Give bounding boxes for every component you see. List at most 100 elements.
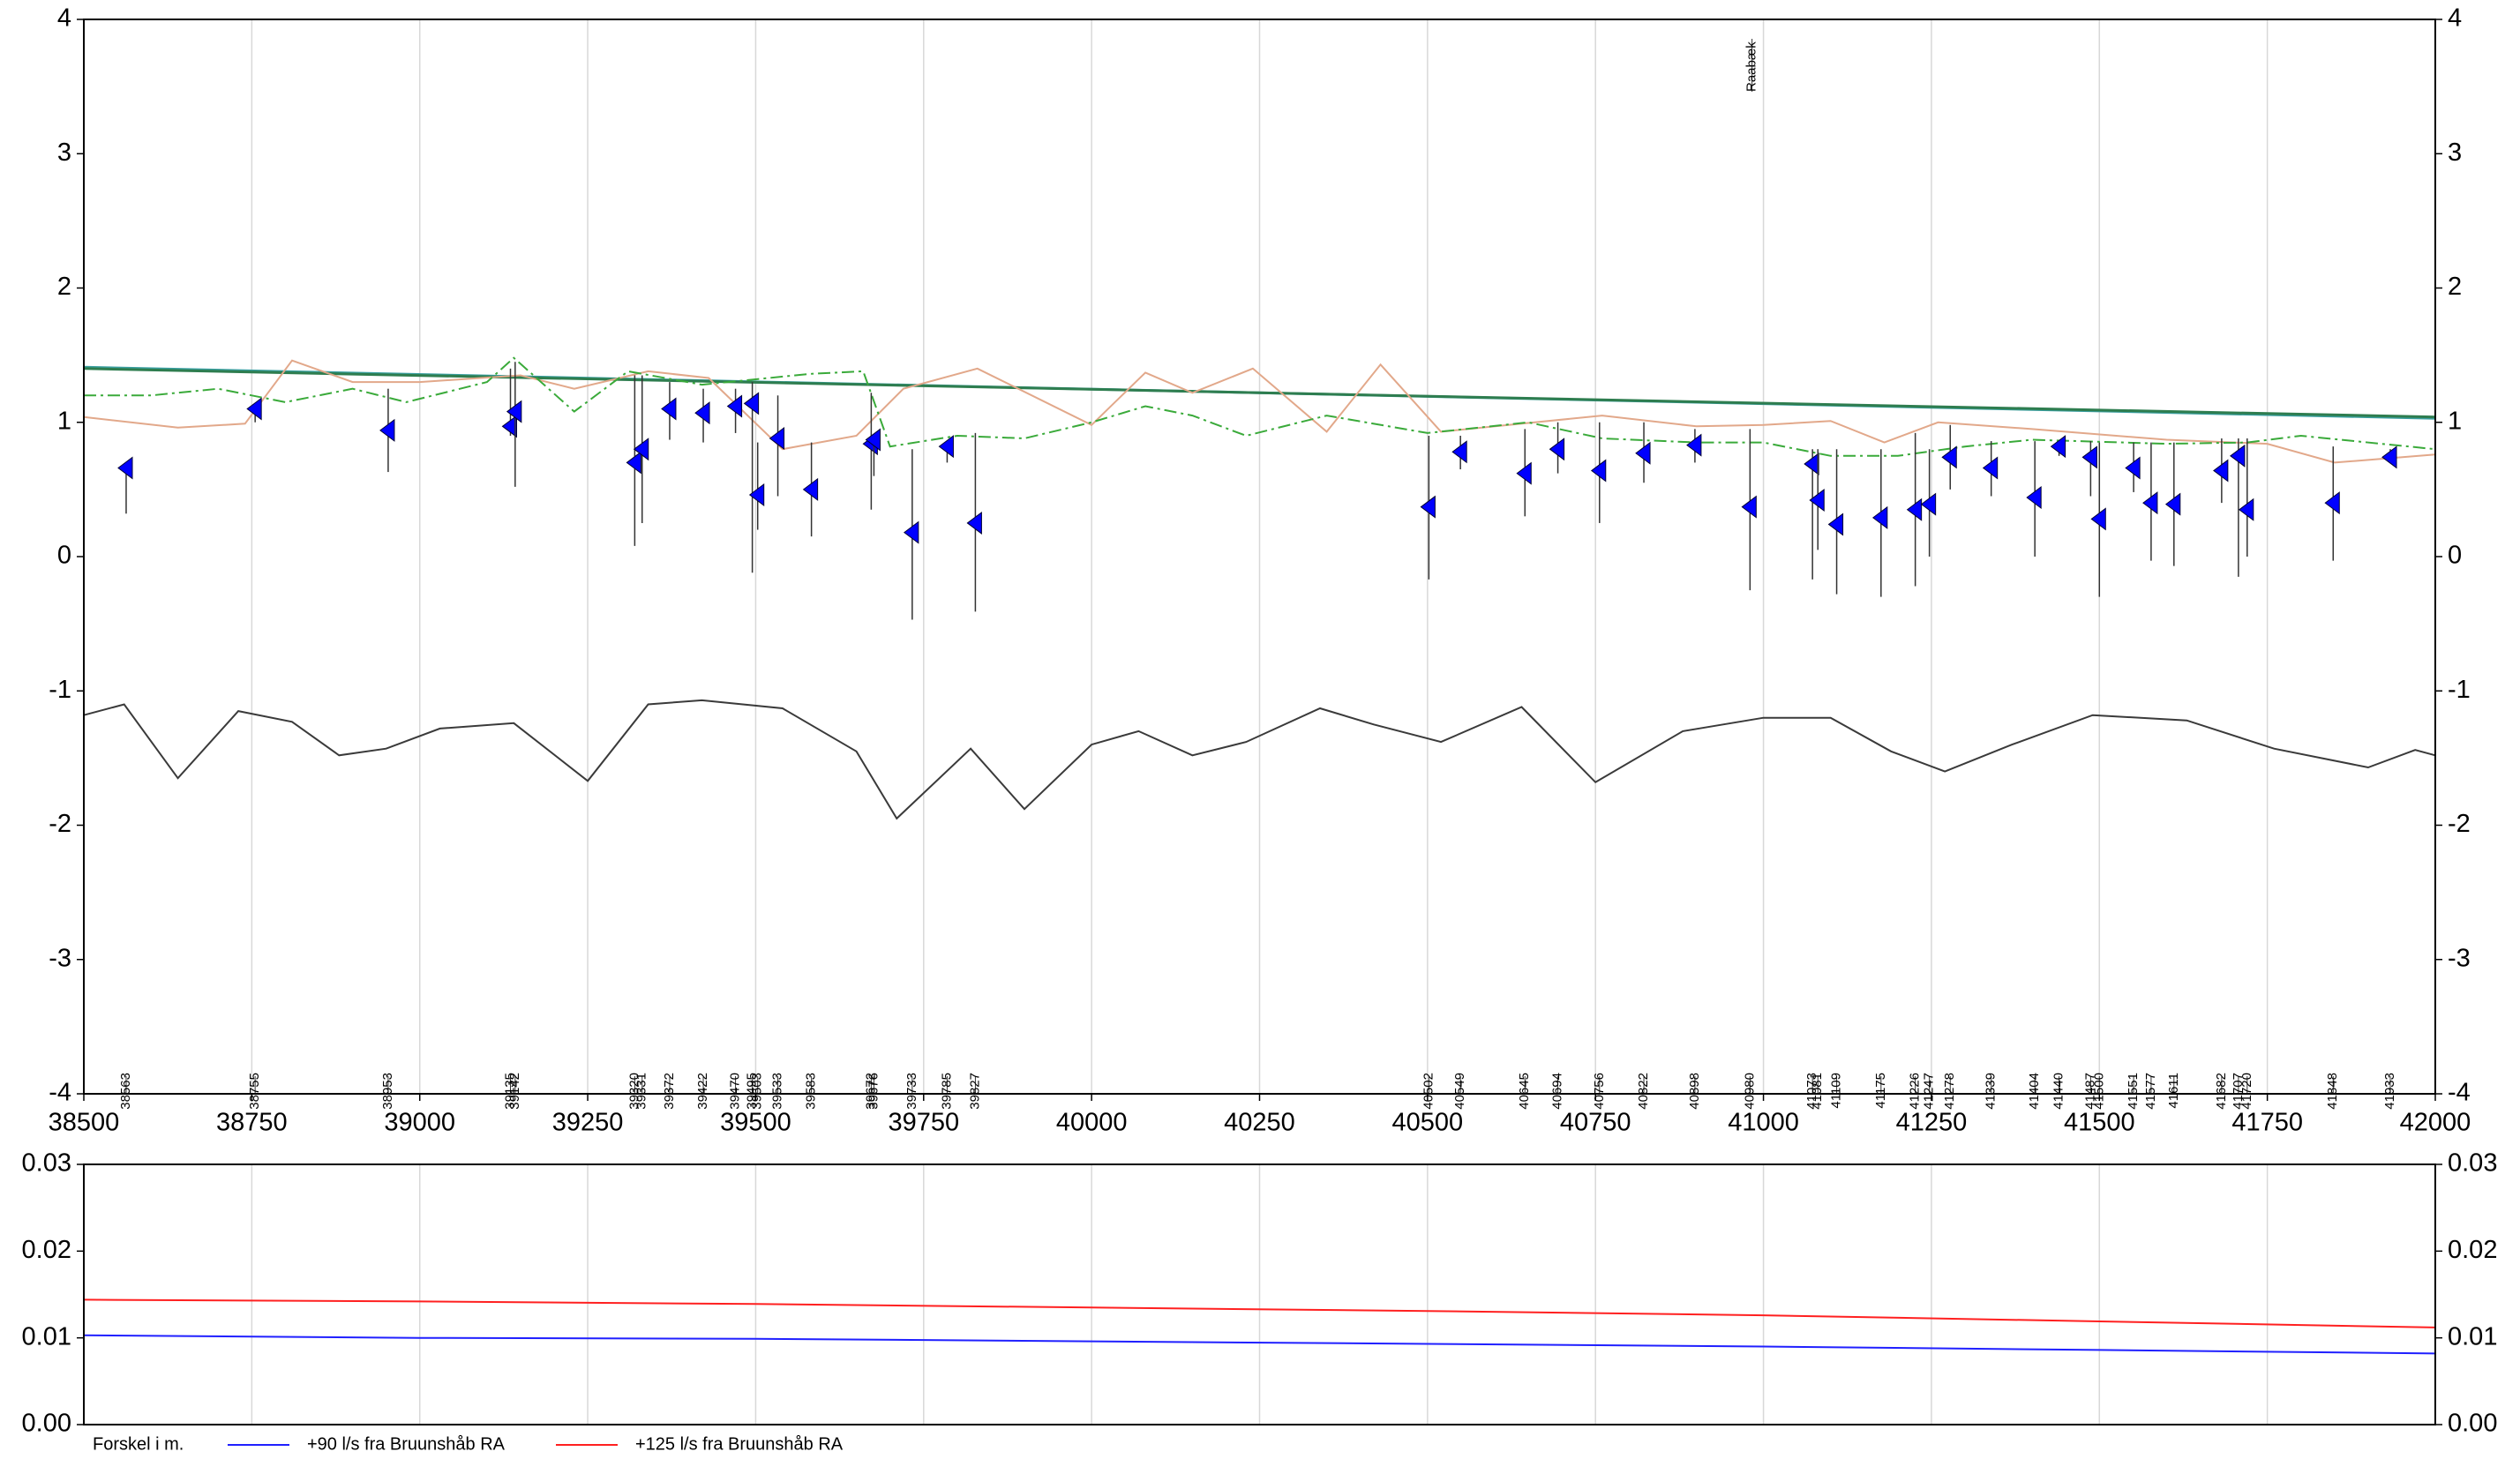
station-label: 39733 [904, 1073, 919, 1110]
y-tick-label: 0.00 [22, 1410, 71, 1438]
station-flag [1941, 445, 1957, 469]
y-tick-label: -1 [49, 676, 71, 704]
station-label: 41339 [1984, 1073, 1999, 1110]
y-tick-label: -4 [49, 1079, 71, 1107]
station-flag [626, 451, 641, 475]
station-label: 40694 [1550, 1073, 1565, 1110]
y-tick-label-right: 0 [2448, 542, 2462, 570]
y-tick-label-right: -4 [2448, 1079, 2471, 1107]
station-flag [2164, 492, 2181, 516]
station-flag [506, 400, 522, 423]
x-tick-label: 42000 [2400, 1109, 2471, 1137]
station-flag [246, 397, 262, 421]
station-label: 39583 [804, 1073, 819, 1110]
station-flag [1871, 505, 1888, 529]
x-tick-label: 40750 [1560, 1109, 1631, 1137]
y-tick-label: 3 [57, 138, 71, 167]
station-label: 41109 [1829, 1073, 1844, 1109]
station-label: 38953 [380, 1073, 395, 1110]
station-flag [2026, 486, 2042, 510]
series-line [84, 356, 2436, 457]
station-label: 41707 [2231, 1073, 2246, 1110]
y-tick-label: 0.02 [22, 1236, 71, 1264]
plot-frame [83, 1163, 2436, 1425]
station-flag [2213, 459, 2229, 483]
station-label: 39142 [507, 1073, 522, 1110]
station-flag [379, 418, 395, 442]
station-label: 40549 [1452, 1073, 1467, 1110]
x-tick-label: 38750 [216, 1109, 288, 1137]
station-label: 39320 [626, 1073, 641, 1110]
station-flag [743, 392, 760, 415]
station-label: 39676 [866, 1073, 881, 1110]
x-tick-label: 38500 [49, 1109, 120, 1137]
station-label: 41278 [1942, 1073, 1957, 1110]
station-label: 41440 [2051, 1073, 2066, 1110]
station-label: 40980 [1742, 1073, 1757, 1110]
y-tick-label-right: -1 [2448, 676, 2471, 704]
station-flag [1827, 513, 1844, 536]
x-tick-label: 39500 [720, 1109, 791, 1137]
station-flag [1451, 440, 1467, 464]
station-label: 41226 [1908, 1073, 1923, 1110]
station-label: 41577 [2143, 1073, 2158, 1110]
station-label: 39503 [750, 1073, 765, 1110]
y-tick-label: -3 [49, 944, 71, 972]
series-line [83, 699, 2436, 820]
series-line [83, 367, 2436, 419]
station-flag [1549, 438, 1565, 461]
station-flag [1590, 459, 1607, 483]
y-tick-label-right: 0.00 [2448, 1410, 2497, 1438]
station-flag [1741, 495, 1757, 519]
station-label: 41848 [2325, 1073, 2340, 1110]
y-tick-label: 0.03 [22, 1149, 71, 1178]
y-tick-label: 1 [57, 407, 71, 435]
plot-frame [83, 19, 2436, 1095]
station-flag [1516, 461, 1532, 485]
y-tick-label: 0 [57, 542, 71, 570]
series-line [83, 1334, 2436, 1355]
station-label: 41682 [2214, 1073, 2229, 1110]
station-flag [2090, 507, 2106, 531]
station-flag [1420, 495, 1436, 519]
station-label: 39672 [863, 1073, 878, 1110]
station-flag [2230, 444, 2246, 468]
station-label: 39827 [967, 1073, 982, 1110]
x-tick-label: 40500 [1392, 1109, 1464, 1137]
y-tick-label-right: 2 [2448, 273, 2462, 301]
y-tick-label-right: 1 [2448, 407, 2462, 435]
station-label: 41720 [2239, 1073, 2254, 1110]
station-flag [802, 477, 819, 501]
station-flag [661, 397, 677, 421]
station-flag [2142, 491, 2158, 515]
x-tick-label: 39750 [888, 1109, 959, 1137]
station-label: 40645 [1517, 1073, 1532, 1110]
station-label: 38563 [118, 1073, 133, 1110]
station-flag [966, 511, 982, 535]
y-tick-label-right: 3 [2448, 138, 2462, 167]
station-flag [2125, 456, 2141, 480]
station-flag [769, 427, 785, 451]
x-tick-label: 40000 [1056, 1109, 1128, 1137]
station-label: 39470 [728, 1073, 743, 1110]
station-label: 41073 [1804, 1073, 1819, 1110]
station-flag [2081, 445, 2097, 469]
station-flag [633, 438, 649, 461]
y-tick-label: 0.01 [22, 1322, 71, 1351]
station-label: 41551 [2126, 1073, 2141, 1110]
station-flag [904, 520, 919, 544]
station-flag [1686, 433, 1702, 457]
station-flag [1906, 498, 1923, 521]
station-flag [2238, 498, 2254, 521]
station-flag [748, 483, 765, 506]
station-label: 40502 [1421, 1073, 1436, 1110]
station-flag [1982, 456, 1999, 480]
annotation: Raabæk [1744, 41, 1759, 92]
legend-title: Forskel i m. [93, 1434, 184, 1454]
station-label: 41487 [2082, 1073, 2097, 1110]
station-flag [938, 435, 954, 459]
station-label: 40822 [1636, 1073, 1651, 1110]
station-flag [1809, 489, 1825, 513]
y-tick-label: 2 [57, 273, 71, 301]
x-tick-label: 41000 [1728, 1109, 1799, 1137]
